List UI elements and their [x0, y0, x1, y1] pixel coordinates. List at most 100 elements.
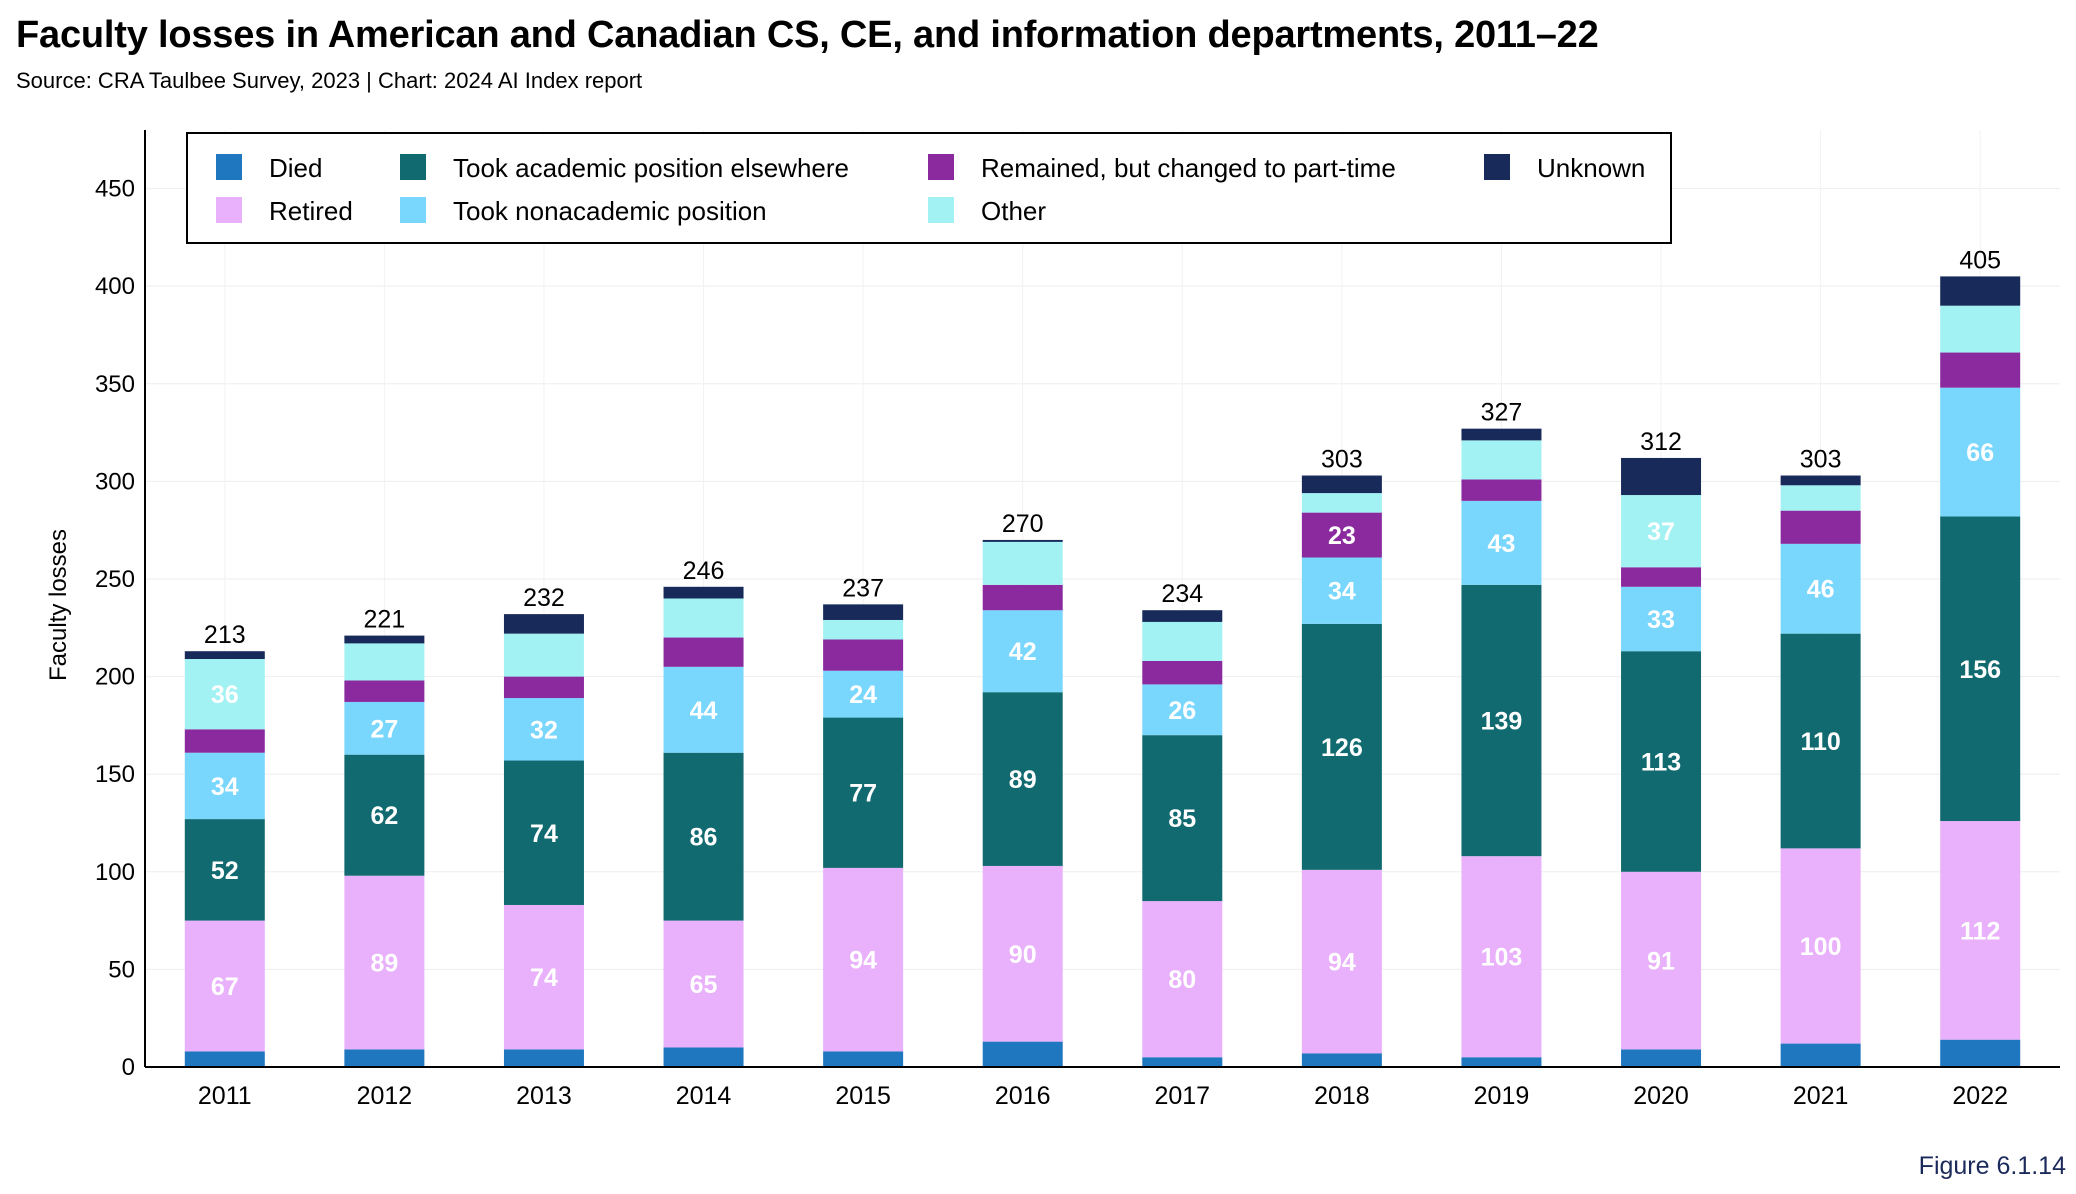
bar-segment	[1142, 660, 1223, 685]
bar-segment	[1940, 352, 2021, 388]
legend-label: Died	[269, 153, 322, 183]
bar-total-label: 246	[683, 557, 725, 585]
bar-total-label: 327	[1481, 399, 1523, 427]
legend-swatch	[928, 154, 954, 180]
bar-segment	[184, 752, 265, 820]
x-tick-label: 2015	[835, 1082, 891, 1110]
bar-segment	[503, 633, 584, 677]
bar-segment	[1301, 493, 1382, 513]
bar-total-label: 405	[1959, 246, 2001, 274]
bar-value-label: 62	[370, 802, 398, 830]
bar-total-label: 221	[364, 606, 406, 634]
bar-segment	[1940, 276, 2021, 306]
chart-subtitle: Source: CRA Taulbee Survey, 2023 | Chart…	[16, 68, 643, 93]
bar-value-label: 85	[1168, 805, 1196, 833]
bar-value-label: 91	[1647, 948, 1675, 976]
legend: Died Took academic position elsewhere Rema…	[186, 132, 1672, 244]
figure-label: Figure 6.1.14	[1918, 1152, 2066, 1180]
bar-segment	[184, 1051, 265, 1067]
bar-segment	[344, 680, 425, 702]
bar-segment	[663, 752, 744, 921]
bar-segment	[184, 819, 265, 921]
bar-total-label: 237	[842, 574, 884, 602]
bar-segment	[184, 920, 265, 1052]
bar-segment	[1461, 500, 1542, 585]
x-tick-label: 2019	[1474, 1082, 1530, 1110]
y-tick-label: 200	[95, 664, 135, 691]
bar-segment	[1461, 1057, 1542, 1067]
bar-value-label: 74	[530, 964, 558, 992]
bar-value-label: 33	[1647, 606, 1675, 634]
x-tick-label: 2018	[1314, 1082, 1370, 1110]
bar-total-label: 303	[1321, 446, 1363, 474]
bar-value-label: 44	[690, 697, 718, 725]
bar-segment	[663, 598, 744, 638]
bar-value-label: 139	[1481, 708, 1523, 736]
gridlines	[145, 130, 2060, 1067]
bar-segment	[1780, 1043, 1861, 1067]
x-tick-label: 2012	[357, 1082, 413, 1110]
x-tick-label: 2017	[1154, 1082, 1210, 1110]
bar-segment	[344, 875, 425, 1050]
bar-segment	[344, 701, 425, 755]
bar-value-label: 112	[1960, 917, 2000, 945]
x-tick-label: 2014	[676, 1082, 732, 1110]
legend-label: Unknown	[1537, 153, 1645, 183]
legend-swatch	[1484, 154, 1510, 180]
bar-segment	[1301, 1053, 1382, 1067]
bar-segment	[1780, 475, 1861, 486]
y-tick-label: 250	[95, 566, 135, 593]
x-tick-label: 2020	[1633, 1082, 1689, 1110]
bar-value-label: 36	[211, 681, 239, 709]
bar-segment	[1142, 621, 1223, 661]
legend-swatch	[216, 197, 242, 223]
legend-swatch	[216, 154, 242, 180]
bar-segment	[503, 1049, 584, 1067]
bar-total-label: 303	[1800, 446, 1842, 474]
bar-value-label: 42	[1009, 638, 1037, 666]
bar-value-label: 23	[1328, 522, 1356, 550]
bar-total-label: 234	[1161, 580, 1203, 608]
bar-segment	[344, 643, 425, 681]
bar-segment	[1940, 821, 2021, 1040]
y-tick-label: 50	[108, 956, 135, 983]
bar-segment	[1142, 901, 1223, 1058]
y-tick-label: 450	[95, 176, 135, 203]
bar-value-label: 94	[1328, 949, 1356, 977]
y-tick-label: 400	[95, 273, 135, 300]
bar-segment	[823, 867, 904, 1052]
bar-segment	[503, 698, 584, 761]
bar-value-label: 94	[849, 947, 877, 975]
bar-segment	[982, 539, 1063, 542]
bar-segment	[503, 614, 584, 634]
legend-swatch	[400, 197, 426, 223]
bar-value-label: 65	[690, 971, 718, 999]
bar-segment	[823, 639, 904, 671]
bar-segment	[1621, 567, 1702, 587]
legend-swatch	[400, 154, 426, 180]
bar-value-label: 86	[690, 824, 718, 852]
bar-segment	[503, 760, 584, 905]
bar-segment	[823, 619, 904, 640]
y-axis-label: Faculty losses	[45, 529, 72, 681]
bar-value-label: 156	[1959, 656, 2001, 684]
bar-segment	[982, 865, 1063, 1042]
y-tick-label: 100	[95, 859, 135, 886]
bar-value-label: 80	[1168, 966, 1196, 994]
bar-value-label: 26	[1168, 697, 1196, 725]
bars: 67 52 34 36 213 89 62 27 221 74 74 32 232 65 86 44 246 94…	[184, 246, 2021, 1067]
bar-segment	[823, 1051, 904, 1067]
bar-value-label: 74	[530, 820, 558, 848]
bar-segment	[184, 651, 265, 660]
bar-value-label: 66	[1966, 439, 1994, 467]
legend-label: Remained, but changed to part-time	[981, 153, 1396, 183]
bar-segment	[503, 676, 584, 699]
legend-label: Retired	[269, 196, 353, 226]
x-tick-label: 2021	[1793, 1082, 1849, 1110]
bar-segment	[1621, 871, 1702, 1050]
bar-segment	[503, 904, 584, 1050]
bar-segment	[1301, 475, 1382, 494]
bar-value-label: 27	[370, 715, 398, 743]
bar-value-label: 90	[1009, 941, 1037, 969]
